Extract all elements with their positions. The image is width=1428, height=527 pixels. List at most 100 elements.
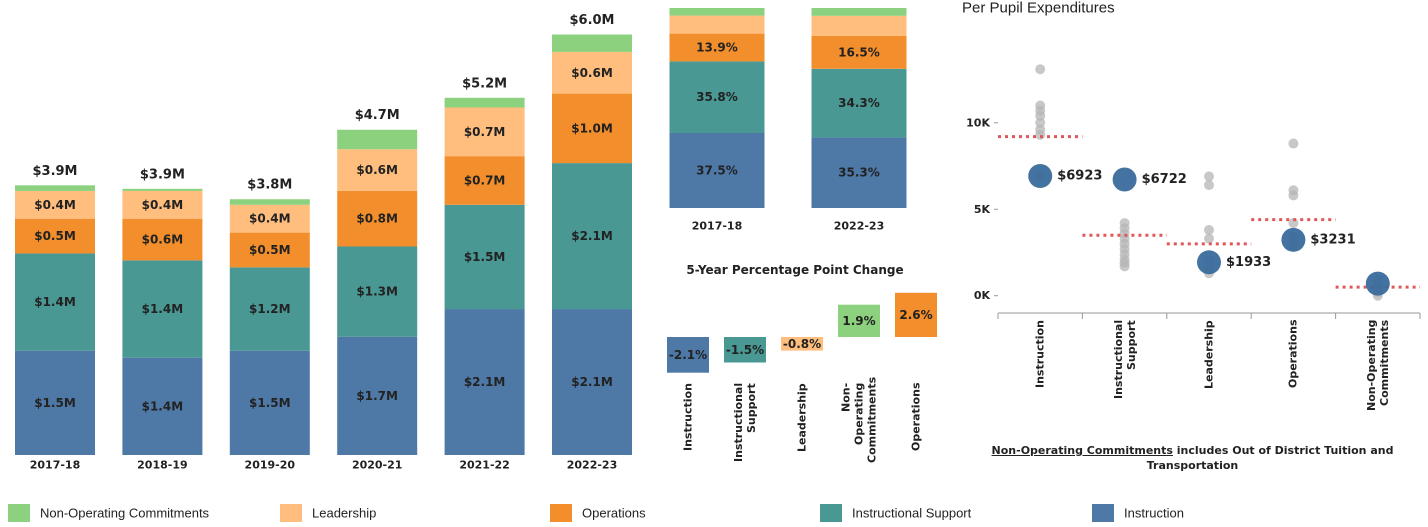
change-bar bbox=[724, 337, 766, 363]
value-label: $6722 bbox=[1142, 172, 1187, 187]
legend-label: Operations bbox=[582, 506, 646, 521]
category-label: Non-Operating Commitments bbox=[1364, 320, 1391, 412]
x-tick-label: 2017-18 bbox=[692, 220, 743, 233]
x-tick-label: 2019-20 bbox=[245, 459, 296, 472]
bar-segment bbox=[669, 133, 765, 208]
category-label: Instruction bbox=[1033, 320, 1047, 388]
change-title: 5-Year Percentage Point Change bbox=[686, 263, 903, 277]
value-label: $2.1M bbox=[571, 229, 613, 243]
footnote-text: includes Out of District Tuition and Tra… bbox=[1146, 444, 1394, 472]
category-label: Leadership bbox=[1202, 320, 1216, 389]
change-bar bbox=[838, 304, 880, 337]
value-label: $0.5M bbox=[249, 243, 291, 257]
value-label: $0.6M bbox=[142, 233, 184, 247]
value-label: 13.9% bbox=[696, 41, 738, 55]
change-bar bbox=[781, 337, 823, 351]
x-tick-label: 2018-19 bbox=[137, 459, 188, 472]
category-label: Leadership bbox=[795, 383, 809, 452]
y-tick-label: 10K bbox=[966, 116, 990, 129]
bar-segment bbox=[444, 97, 525, 108]
change-bar bbox=[667, 337, 709, 373]
value-label: $1.7M bbox=[356, 389, 398, 403]
bar-segment bbox=[811, 68, 907, 138]
bar-segment bbox=[811, 15, 907, 36]
bar-segment bbox=[811, 8, 907, 16]
district-dot bbox=[1112, 167, 1137, 192]
value-label: $2.1M bbox=[464, 375, 506, 389]
value-label: 35.8% bbox=[696, 90, 738, 104]
total-label: $5.2M bbox=[462, 76, 507, 91]
value-label: $0.4M bbox=[249, 212, 291, 226]
comparison-dot bbox=[1288, 190, 1299, 201]
comparison-dot bbox=[1035, 117, 1046, 128]
bar-segment bbox=[122, 218, 203, 261]
bar-segment bbox=[337, 149, 418, 191]
bar-segment bbox=[229, 199, 310, 205]
value-label: $1933 bbox=[1226, 255, 1271, 270]
value-label: $0.4M bbox=[142, 198, 184, 212]
bar-segment bbox=[229, 232, 310, 268]
bar-segment bbox=[552, 34, 632, 52]
total-label: $3.9M bbox=[140, 167, 185, 182]
comparison-dot bbox=[1204, 171, 1214, 182]
x-tick-label: 2022-23 bbox=[834, 220, 885, 233]
value-label: -0.8% bbox=[783, 337, 821, 351]
district-dot bbox=[1028, 164, 1053, 189]
bar-segment bbox=[811, 137, 907, 208]
bar-segment bbox=[444, 156, 525, 205]
value-label: 37.5% bbox=[696, 164, 738, 178]
value-label: 34.3% bbox=[838, 96, 880, 110]
y-tick-label: 0K bbox=[974, 289, 991, 302]
bar-segment bbox=[669, 33, 765, 62]
bar-segment bbox=[15, 218, 95, 254]
total-label: $6.0M bbox=[569, 13, 614, 28]
bar-segment bbox=[444, 204, 525, 310]
bar-segment bbox=[669, 8, 765, 16]
footnote-term: Non-Operating Commitments bbox=[991, 444, 1173, 457]
comparison-dot bbox=[1035, 64, 1046, 75]
category-label: Operations bbox=[909, 383, 923, 452]
bar-segment bbox=[122, 357, 203, 455]
value-label: $1.2M bbox=[249, 302, 291, 316]
bar-segment bbox=[122, 260, 203, 358]
bar-segment bbox=[552, 309, 632, 455]
bar-segment bbox=[15, 253, 95, 351]
value-label: $0.6M bbox=[356, 163, 398, 177]
bar-segment bbox=[811, 35, 907, 69]
value-label: $0.4M bbox=[34, 198, 76, 212]
legend-swatch bbox=[8, 504, 30, 522]
value-label: $0.8M bbox=[356, 212, 398, 226]
bar-segment bbox=[669, 15, 765, 34]
value-label: $0.7M bbox=[464, 173, 506, 187]
value-label: $1.3M bbox=[356, 285, 398, 299]
legend-label: Instruction bbox=[1124, 506, 1184, 521]
value-label: $1.4M bbox=[34, 295, 76, 309]
bar-segment bbox=[337, 190, 418, 247]
bar-segment bbox=[444, 107, 525, 157]
total-label: $3.8M bbox=[247, 178, 292, 193]
district-dot bbox=[1281, 227, 1306, 252]
legend-swatch bbox=[820, 504, 842, 522]
value-label: $0.6M bbox=[571, 66, 613, 80]
value-label: $1.4M bbox=[142, 302, 184, 316]
value-label: $1.5M bbox=[34, 396, 76, 410]
legend-label: Leadership bbox=[312, 506, 376, 521]
bar-segment bbox=[229, 204, 310, 233]
category-label: Non-Operating Commitments bbox=[839, 376, 879, 463]
value-label: $3231 bbox=[1310, 232, 1355, 247]
bar-segment bbox=[552, 163, 632, 310]
category-label: Operations bbox=[1286, 320, 1300, 389]
bar-segment bbox=[444, 309, 525, 455]
total-label: $4.7M bbox=[355, 108, 400, 123]
y-tick-label: 5K bbox=[974, 203, 991, 216]
bar-segment bbox=[229, 350, 310, 455]
legend-label: Non-Operating Commitments bbox=[40, 506, 210, 521]
category-label: Instruction bbox=[681, 383, 695, 451]
bar-segment bbox=[229, 267, 310, 351]
x-tick-label: 2020-21 bbox=[352, 459, 403, 472]
value-label: $1.5M bbox=[464, 250, 506, 264]
comparison-dot bbox=[1288, 138, 1299, 149]
value-label: $2.1M bbox=[571, 375, 613, 389]
change-bar bbox=[895, 292, 937, 337]
